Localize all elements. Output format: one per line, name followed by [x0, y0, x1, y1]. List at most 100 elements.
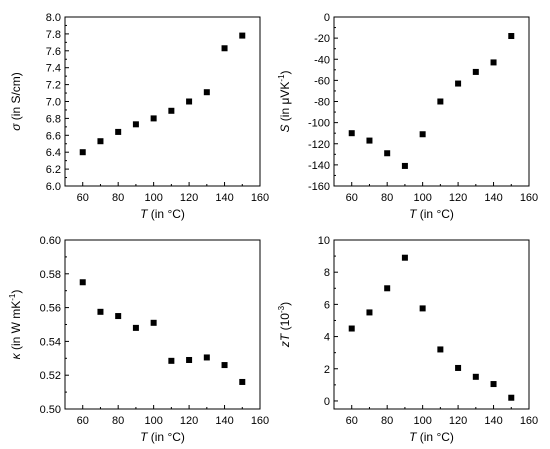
x-tick-label-kappa: 140 [215, 415, 233, 427]
y-tick-label-kappa: 0.52 [40, 370, 61, 382]
y-tick-label-seebeck: 0 [324, 12, 330, 24]
y-tick-label-zt: 8 [324, 267, 330, 279]
x-tick-label-zt: 100 [413, 415, 431, 427]
data-point-zt [384, 285, 391, 292]
data-point-zt [348, 325, 355, 332]
data-point-zt [508, 394, 515, 401]
data-point-kappa [168, 357, 175, 364]
y-axis-label-kappa: κ (in W mK-1) [8, 290, 23, 360]
y-tick-label-sigma: 7.4 [46, 63, 61, 75]
panel-zt: 60 80 100 120 140 160 0 2 4 6 8 10 T (in °C) zT (10-3… [277, 235, 538, 444]
data-point-zt [366, 309, 373, 316]
x-tick-label-kappa: 120 [180, 415, 198, 427]
x-axis-label-zt: T (in °C) [409, 430, 454, 444]
x-tick-label-zt: 60 [346, 415, 358, 427]
y-tick-label-sigma: 7.8 [46, 29, 61, 41]
y-tick-label-sigma: 6.8 [46, 113, 61, 125]
y-tick-label-zt: 6 [324, 299, 330, 311]
data-point-kappa [221, 362, 228, 369]
data-point-kappa [203, 354, 210, 361]
y-tick-label-seebeck: -20 [314, 33, 330, 45]
x-axis-label-sigma: T (in °C) [140, 207, 185, 221]
data-point-zt [472, 373, 479, 380]
panel-kappa: 60 80 100 120 140 160 0.50 0.52 0.54 0.56 0.58 0.60… [8, 235, 269, 444]
y-tick-label-seebeck: -80 [314, 97, 330, 109]
plot-frame-sigma [64, 16, 261, 187]
plot-frame-zt [333, 239, 530, 410]
data-point-zt [490, 381, 497, 388]
plot-frame-seebeck [333, 16, 530, 187]
data-point-sigma [97, 138, 104, 145]
y-tick-label-sigma: 6.4 [46, 147, 61, 159]
y-tick-label-seebeck: -160 [308, 181, 330, 193]
data-point-sigma [203, 89, 210, 96]
x-tick-label-zt: 80 [381, 415, 393, 427]
x-tick-label-sigma: 120 [180, 192, 198, 204]
x-tick-label-sigma: 100 [144, 192, 162, 204]
panel-sigma: 60 80 100 120 140 160 6.0 6.2 6.4 6.6 6.8 7.0 7.2 7.4… [9, 12, 269, 221]
data-point-seebeck [366, 137, 373, 144]
y-tick-label-sigma: 7.6 [46, 46, 61, 58]
x-tick-label-zt: 160 [520, 415, 538, 427]
y-tick-label-kappa: 0.50 [40, 404, 61, 416]
y-axis-label-seebeck: S (in μVK-1) [277, 70, 292, 132]
x-tick-label-kappa: 60 [77, 415, 89, 427]
x-tick-label-zt: 140 [484, 415, 502, 427]
x-tick-label-sigma: 80 [112, 192, 124, 204]
data-point-seebeck [419, 131, 426, 138]
y-tick-label-sigma: 6.6 [46, 130, 61, 142]
data-point-sigma [115, 128, 122, 135]
data-point-sigma [186, 98, 193, 105]
x-tick-label-sigma: 140 [215, 192, 233, 204]
x-axis-label-seebeck: T (in °C) [409, 207, 454, 221]
data-point-kappa [186, 356, 193, 363]
x-axis-label-kappa: T (in °C) [140, 430, 185, 444]
y-tick-label-seebeck: -120 [308, 139, 330, 151]
x-tick-label-seebeck: 80 [381, 192, 393, 204]
data-point-zt [419, 305, 426, 312]
y-tick-label-seebeck: -140 [308, 160, 330, 172]
data-point-sigma [168, 107, 175, 114]
data-point-kappa [115, 313, 122, 320]
y-tick-label-sigma: 7.2 [46, 80, 61, 92]
y-tick-label-kappa: 0.56 [40, 303, 61, 315]
data-point-zt [437, 346, 444, 353]
x-tick-label-sigma: 60 [77, 192, 89, 204]
data-point-zt [455, 364, 462, 371]
y-tick-label-sigma: 6.0 [46, 181, 61, 193]
x-tick-label-seebeck: 120 [449, 192, 467, 204]
x-tick-label-kappa: 100 [144, 415, 162, 427]
data-point-kappa [239, 378, 246, 385]
x-tick-label-seebeck: 140 [484, 192, 502, 204]
y-tick-label-zt: 10 [318, 235, 330, 247]
y-tick-label-kappa: 0.60 [40, 235, 61, 247]
data-point-kappa [97, 308, 104, 315]
y-tick-label-zt: 0 [324, 396, 330, 408]
data-point-sigma [150, 115, 157, 122]
data-point-kappa [79, 279, 86, 286]
x-tick-label-sigma: 160 [251, 192, 269, 204]
data-point-kappa [150, 319, 157, 326]
y-tick-label-sigma: 7.0 [46, 97, 61, 109]
x-tick-label-seebeck: 100 [413, 192, 431, 204]
y-tick-label-sigma: 6.2 [46, 164, 61, 176]
data-point-seebeck [455, 80, 462, 87]
data-point-sigma [79, 149, 86, 156]
y-tick-label-seebeck: -100 [308, 118, 330, 130]
data-point-sigma [132, 121, 139, 128]
data-point-zt [401, 254, 408, 261]
y-axis-label-sigma: σ (in S/cm) [9, 72, 23, 131]
x-tick-label-kappa: 80 [112, 415, 124, 427]
x-tick-label-seebeck: 60 [346, 192, 358, 204]
data-point-seebeck [472, 68, 479, 75]
data-point-seebeck [348, 130, 355, 137]
data-point-kappa [132, 324, 139, 331]
plot-frame-kappa [64, 239, 261, 410]
y-tick-label-sigma: 8.0 [46, 12, 61, 24]
y-tick-label-seebeck: -40 [314, 54, 330, 66]
data-point-seebeck [437, 98, 444, 105]
x-tick-label-seebeck: 160 [520, 192, 538, 204]
y-tick-label-seebeck: -60 [314, 75, 330, 87]
panel-seebeck: 60 80 100 120 140 160 0 -20 -40 -60 -80 -100 -120 -14… [277, 12, 538, 221]
